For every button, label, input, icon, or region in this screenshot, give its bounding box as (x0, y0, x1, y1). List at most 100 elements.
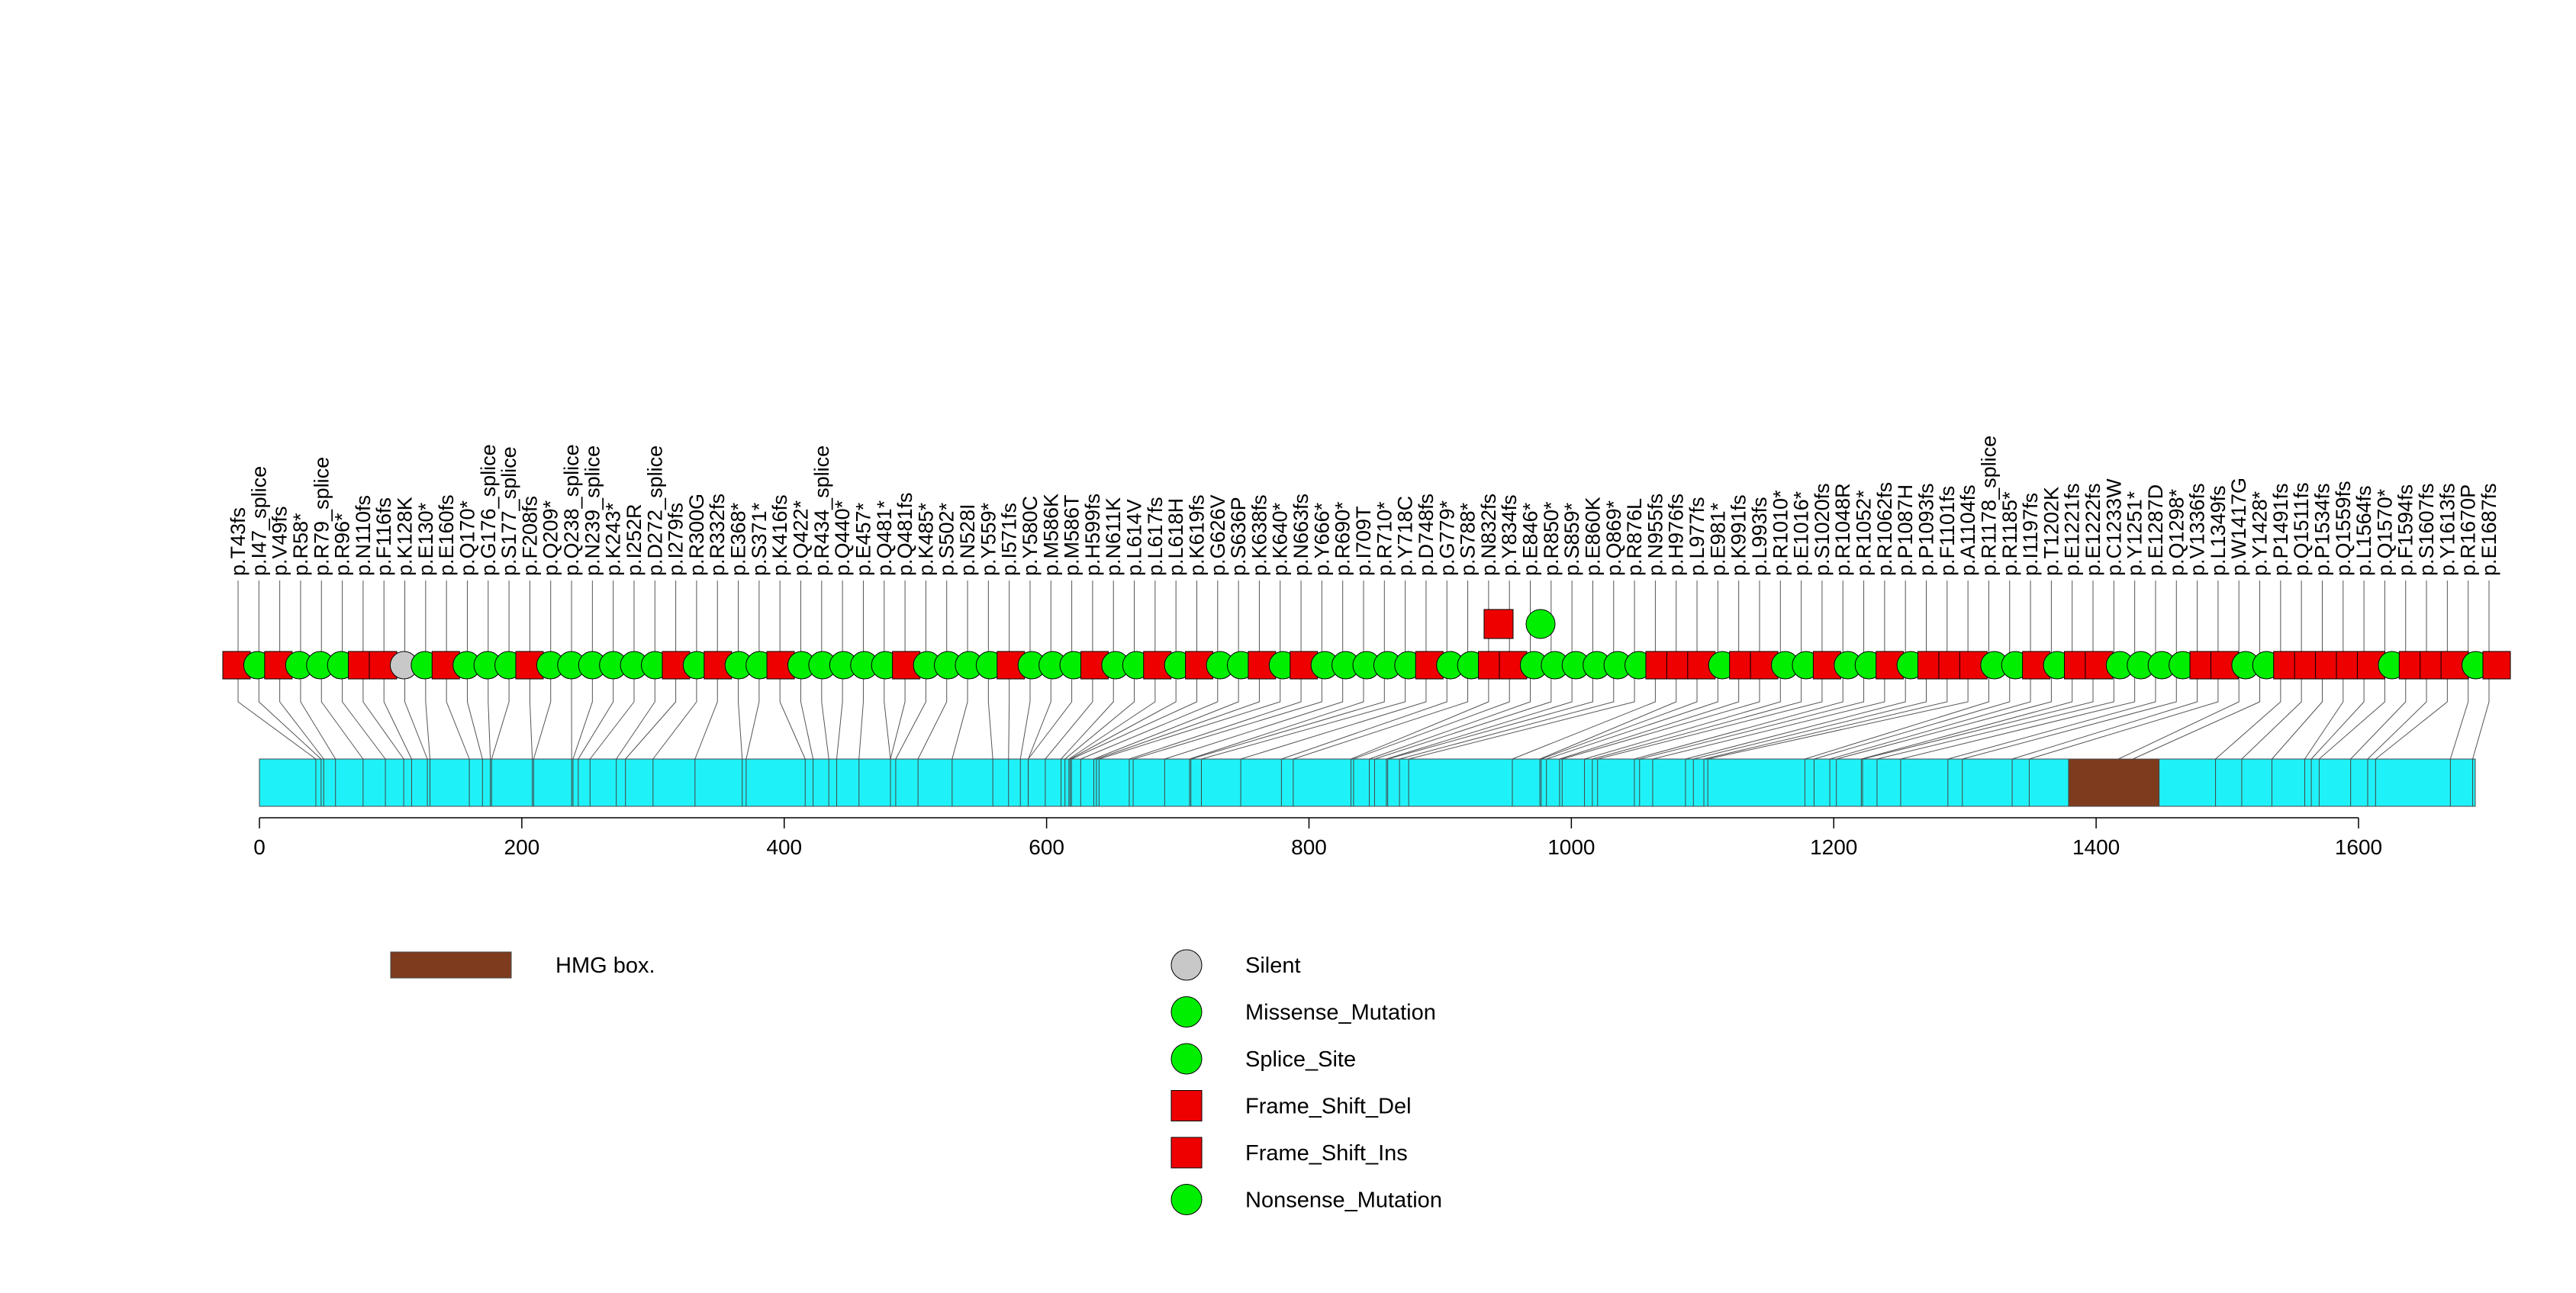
mutation-label: p.R876L (1623, 498, 1646, 576)
mutation-label: p.K619fs (1185, 494, 1208, 576)
mutation-label: p.R58* (289, 513, 312, 576)
mutation-label: p.Q1570* (2373, 488, 2396, 576)
mutation-label: p.L614V (1123, 499, 1146, 576)
mutation-label: p.T43fs (227, 507, 250, 576)
mutation-label: p.Q481* (873, 500, 896, 576)
mutation-label: p.W1417G (2227, 478, 2250, 576)
mutation-label: p.I252R (623, 503, 646, 576)
mutation-label: p.R1670P (2457, 484, 2480, 576)
mutation-label: p.R710* (1373, 501, 1396, 576)
mutation-label: p.Q422* (790, 500, 813, 576)
legend-label: Nonsense_Mutation (1245, 1188, 1442, 1213)
mutation-label: p.N239_splice (581, 445, 604, 576)
mutation-label: p.F1101fs (1936, 486, 1959, 576)
mutation-label: p.R300G (685, 494, 708, 576)
mutation-label: p.L618H (1164, 498, 1187, 576)
mutation-label: p.E160fs (435, 494, 458, 576)
x-axis-tick-label: 0 (253, 835, 266, 859)
mutation-label: p.F116fs (372, 497, 395, 576)
legend-label: Frame_Shift_Ins (1245, 1141, 1408, 1166)
stacked-mutation-marker (1484, 610, 1513, 638)
mutation-label: p.S371* (748, 502, 771, 576)
mutation-label: p.Y580C (1019, 496, 1042, 576)
mutation-label: p.N832fs (1477, 494, 1500, 576)
mutation-label: p.K128K (394, 497, 417, 576)
mutation-label: p.Q238_splice (560, 444, 583, 576)
mutation-label: p.Q440* (831, 500, 854, 576)
mutation-label: p.E1016* (1790, 491, 1813, 576)
mutation-label: p.E981* (1706, 502, 1729, 576)
mutation-labels: p.T43fsp.I47_splicep.V49fsp.R58*p.R79_sp… (227, 436, 2500, 576)
mutation-label: p.R690* (1331, 501, 1354, 576)
mutation-label: p.G779* (1435, 500, 1458, 576)
mutation-label: p.N663fs (1290, 494, 1312, 576)
legend-marker (1171, 997, 1202, 1028)
mutation-label: p.K416fs (768, 494, 791, 576)
legend-label-hmg-box: HMG box. (555, 954, 655, 978)
mutation-label: p.N611K (1102, 497, 1125, 576)
x-axis-tick-label: 800 (1291, 835, 1327, 859)
mutation-label: p.L617fs (1144, 497, 1167, 576)
x-axis-tick-label: 1600 (2335, 835, 2382, 859)
mutation-label: p.S859* (1560, 502, 1583, 576)
legend-marker (1171, 1185, 1202, 1215)
mutation-label: p.G626V (1206, 494, 1229, 576)
mutation-label: p.R96* (331, 513, 354, 576)
mutation-label: p.N110fs (352, 495, 375, 576)
mutation-marker (2483, 651, 2510, 679)
x-axis-tick-label: 400 (766, 835, 802, 859)
x-axis-tick-label: 1400 (2072, 835, 2120, 859)
mutation-label: p.F208fs (518, 496, 541, 576)
mutation-label: p.E1287D (2144, 484, 2167, 576)
mutation-label: p.L993fs (1748, 497, 1771, 576)
mutation-label: p.R1010* (1769, 490, 1792, 576)
legend-label: Splice_Site (1245, 1047, 1356, 1072)
mutation-label: p.R850* (1540, 501, 1563, 576)
mutation-label: p.D272_splice (643, 445, 666, 576)
mutation-label: p.I279fs (665, 503, 687, 576)
protein-track (259, 759, 2475, 806)
mutation-label: p.R332fs (706, 494, 729, 576)
mutation-label: p.I1197fs (2019, 493, 2042, 576)
mutation-label: p.M586T (1061, 494, 1084, 576)
mutation-label: p.E1221fs (2061, 483, 2084, 576)
mutation-label: p.S177_splice (497, 446, 520, 576)
mutation-label: p.D748fs (1415, 494, 1438, 576)
mutation-label: p.E1687fs (2478, 483, 2500, 576)
mutation-label: p.E860K (1581, 497, 1604, 576)
mutation-label: p.Q1511fs (2290, 482, 2313, 576)
mutation-label: p.Q1298* (2165, 488, 2188, 576)
stacked-mutation-marker (1526, 610, 1555, 638)
mutation-label: p.H976fs (1665, 494, 1688, 576)
mutation-label: p.G176_splice (477, 444, 500, 576)
mutation-label: p.I709T (1352, 506, 1375, 576)
mutation-label: p.P1087H (1894, 484, 1917, 576)
mutation-label: p.K485* (914, 502, 937, 576)
mutation-label: p.Y834fs (1498, 494, 1521, 576)
legend-marker (1171, 1137, 1202, 1168)
mutation-label: p.Y1613fs (2436, 483, 2458, 576)
mutation-label: p.T1202K (2040, 487, 2062, 576)
mutation-label: p.E130* (414, 502, 437, 576)
legend-label: Frame_Shift_Del (1245, 1095, 1412, 1119)
mutation-label: p.L1349fs (2207, 485, 2230, 576)
mutation-label: p.Q869* (1602, 500, 1625, 576)
mutation-label: p.P1093fs (1915, 483, 1938, 576)
legend-marker (1171, 1091, 1202, 1121)
mutation-label: p.M586K (1039, 494, 1062, 576)
mutation-label: p.R1185* (1998, 491, 2021, 576)
mutation-label: p.N528I (956, 503, 979, 576)
mutation-label: p.S636P (1227, 497, 1250, 576)
mutation-label: p.E846* (1519, 502, 1542, 576)
mutation-label: p.P1534fs (2310, 483, 2333, 576)
legend-marker (1171, 950, 1202, 980)
mutation-label: p.Y666* (1310, 502, 1333, 576)
mutation-label: p.K638fs (1248, 494, 1270, 576)
mutation-label: p.I47_splice (247, 466, 270, 576)
mutation-label: p.K243* (602, 502, 625, 576)
mutation-markers (223, 610, 2510, 679)
mutation-label: p.R79_splice (310, 457, 333, 576)
